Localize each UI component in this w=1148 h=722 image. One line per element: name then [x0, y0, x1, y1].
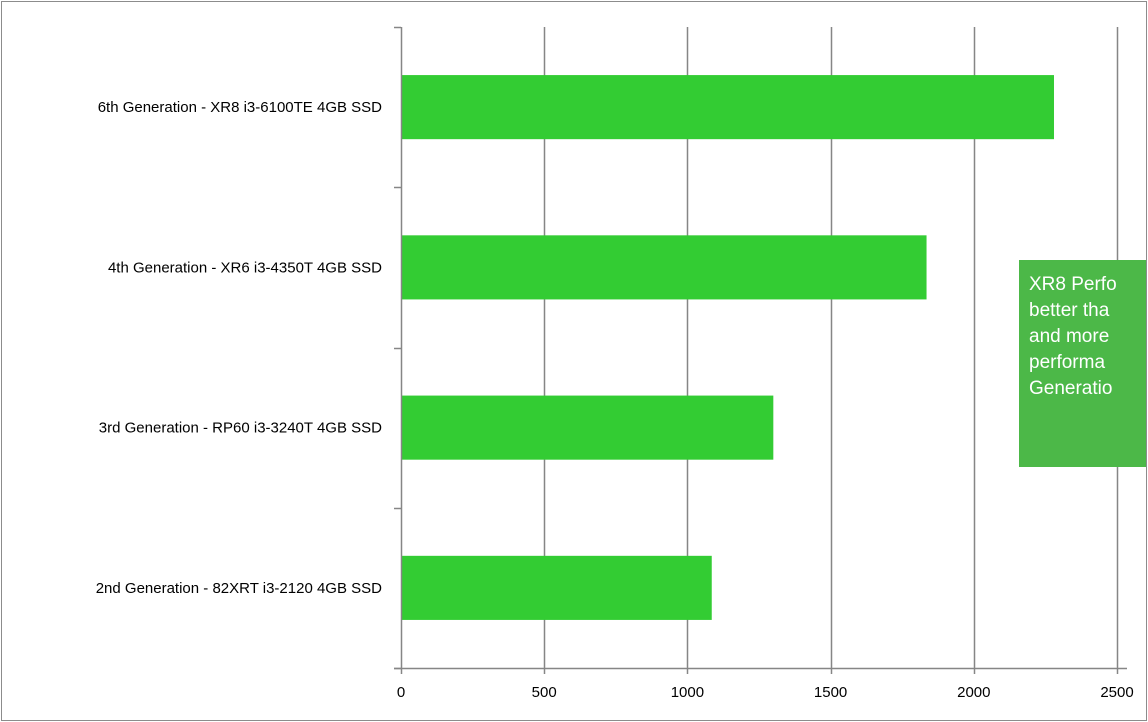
bar-1: [402, 75, 1054, 140]
annotation-callout: XR8 Perfo better tha and more performa G…: [1019, 260, 1146, 467]
x-tick-label-500: 500: [532, 684, 557, 701]
x-tick-label-2500: 2500: [1100, 684, 1133, 701]
tick-labels: 0 500 1000 1500 2000 2500: [397, 684, 1134, 701]
x-tick-label-0: 0: [397, 684, 405, 701]
category-label-1: 6th Generation - XR8 i3-6100TE 4GB SSD: [98, 99, 382, 116]
category-label-4: 2nd Generation - 82XRT i3-2120 4GB SSD: [96, 580, 382, 597]
category-label-3: 3rd Generation - RP60 i3-3240T 4GB SSD: [99, 420, 382, 437]
x-tick-label-1000: 1000: [671, 684, 704, 701]
x-tick-label-2000: 2000: [957, 684, 990, 701]
category-labels: 6th Generation - XR8 i3-6100TE 4GB SSD 4t…: [96, 99, 382, 597]
bars: [402, 75, 1054, 620]
axes: [394, 26, 1127, 674]
bar-3: [402, 395, 774, 460]
bar-2: [402, 235, 927, 300]
x-tick-label-1500: 1500: [814, 684, 847, 701]
bar-4: [402, 555, 712, 620]
category-label-2: 4th Generation - XR6 i3-4350T 4GB SSD: [108, 259, 382, 276]
